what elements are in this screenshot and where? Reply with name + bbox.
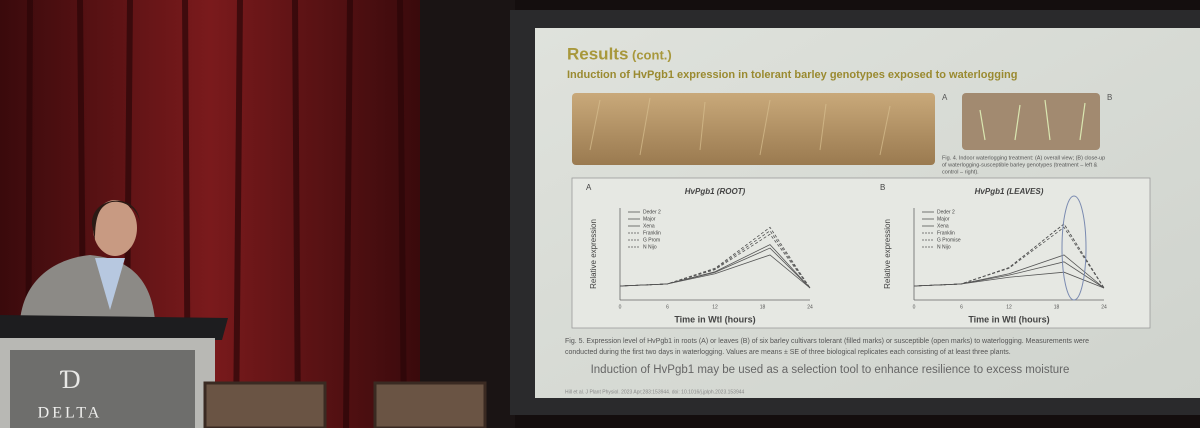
panel: B HvPgb1 (LEAVES) Relative expression Time … [880,183,1107,324]
legend-label: Deder 2 [937,209,955,215]
x-tick-label: 0 [913,304,916,310]
figure-box [571,177,1151,329]
legend-label: Franklin [643,230,661,236]
legend-label: Major [937,216,950,222]
caption-line: conducted during the first two days in w… [565,349,1011,356]
x-tick-label: 18 [760,304,766,310]
photo-b [962,93,1100,150]
y-axis-label: Relative expression [589,219,598,289]
legend-label: G Prom [643,237,660,243]
caption-line: Fig. 4. Indoor waterlogging treatment: (… [942,155,1105,161]
x-axis-label: Time in Wtl (hours) [968,314,1049,324]
legend-label: Major [643,216,656,222]
caption-line: Fig. 5. Expression level of HvPgb1 in ro… [565,338,1089,345]
panels: A HvPgb1 (ROOT) Relative expression Time in… [586,183,1107,324]
logo-mark: Ɗ [59,365,80,394]
photo-label: A [942,93,948,102]
photo-label: B [1107,93,1112,102]
x-tick-label: 24 [807,304,813,310]
photo-b-plants [979,99,1086,141]
venue-logo: DELTA [38,405,103,422]
panel-label: A [586,183,592,192]
highlight [1061,195,1087,301]
x-tick-label: 12 [712,304,718,310]
legend-label: Franklin [937,230,955,236]
slide-title-suffix: (cont.) [632,47,672,62]
x-tick-label: 12 [1006,304,1012,310]
photo-a-texture [589,97,891,156]
wall [420,0,515,428]
y-axis-label: Relative expression [883,219,892,289]
legend-label: Xena [643,223,655,229]
chair [373,381,487,428]
legend-label: N Nijo [937,244,951,250]
curve [913,223,1105,289]
slide-subtitle: Induction of HvPgb1 expression in tolera… [567,69,1017,81]
legend-label: Xena [937,223,949,229]
legend-label: N Nijo [643,244,657,250]
panel-title: HvPgb1 (LEAVES) [975,187,1044,196]
x-tick-label: 6 [666,304,669,310]
podium: Ɗ DELTA [0,315,228,428]
panel: A HvPgb1 (ROOT) Relative expression Time in… [586,183,813,324]
x-axis-label: Time in Wtl (hours) [674,314,755,324]
chair [203,381,327,428]
fig5-caption: Fig. 5. Expression level of HvPgb1 in ro… [565,338,1089,356]
caption-line: of waterlogging-susceptible barley genot… [942,162,1098,168]
speaker [20,200,155,320]
x-tick-label: 18 [1054,304,1060,310]
curve [619,226,811,289]
x-tick-label: 6 [960,304,963,310]
x-tick-label: 24 [1101,304,1107,310]
statement: Induction of HvPgb1 may be used as a sel… [591,364,1070,376]
legend-label: G Promise [937,237,961,243]
slide-title: Results [567,44,628,63]
fig4-caption: Fig. 4. Indoor waterlogging treatment: (… [942,155,1105,175]
caption-line: control – right). [942,169,979,175]
panel-label: B [880,183,885,192]
panel-title: HvPgb1 (ROOT) [685,187,746,196]
x-tick-label: 0 [619,304,622,310]
reference: Hill et al. J Plant Physiol. 2023 Apr;28… [565,389,745,395]
photo-a [572,93,935,165]
legend-label: Deder 2 [643,209,661,215]
